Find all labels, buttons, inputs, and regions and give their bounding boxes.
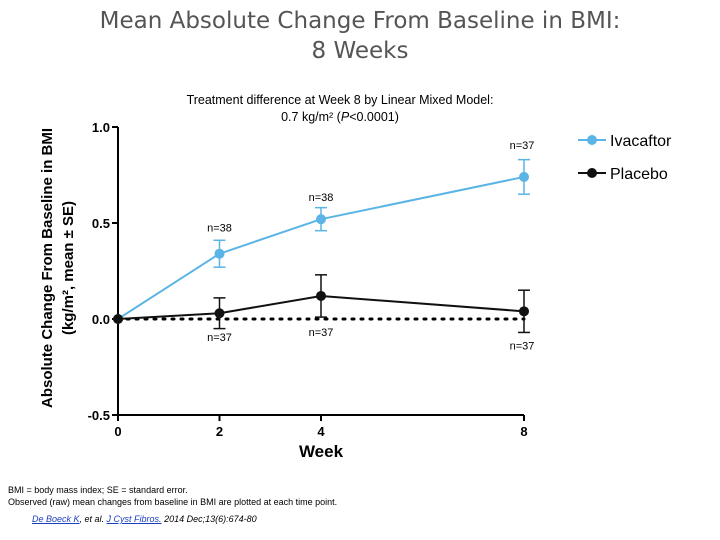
footnote: BMI = body mass index; SE = standard err… [8,484,337,508]
title-line-1: Mean Absolute Change From Baseline in BM… [99,8,621,34]
legend-ivacaftor-label: Ivacaftor [610,133,672,150]
y-axis-title-line-1: Absolute Change From Baseline in BMI [39,128,56,408]
x-tick-label: 2 [216,424,223,439]
placebo-series-line [117,294,525,320]
citation-details: 2014 Dec;13(6):674-80 [161,514,257,524]
footnote-line-1: BMI = body mass index; SE = standard err… [8,485,188,495]
y-tick-label: 0.0 [92,312,110,327]
ivacaftor-data-point [214,248,225,259]
citation-journal-link[interactable]: J Cyst Fibros. [106,514,162,524]
ivacaftor-data-point [519,171,529,182]
subtitle-line-2: 0.7 kg/m² (P<0.0001) [130,109,550,126]
placebo-n-label: n=37 [309,327,334,339]
placebo-data-point [214,308,225,319]
y-axis-title-line-2: (kg/m², mean ± SE) [60,201,77,335]
title-line-2: 8 Weeks [311,38,409,64]
chart-subtitle: Treatment difference at Week 8 by Linear… [130,92,550,126]
y-tick-label: -0.5 [88,408,110,423]
placebo-data-point [519,306,529,317]
x-tick-label: 4 [317,424,325,439]
subtitle-p-value: <0.0001) [349,110,399,124]
placebo-data-point [113,314,123,324]
placebo-data-point [316,290,326,301]
y-tick-label: 0.5 [92,216,110,231]
ivacaftor-series-line [117,175,525,320]
ivacaftor-n-label: n=38 [207,223,232,235]
x-axis-title: Week [299,442,344,461]
subtitle-line-1: Treatment difference at Week 8 by Linear… [186,93,494,107]
x-tick-label: 8 [520,424,527,439]
x-tick-label: 0 [114,424,121,439]
subtitle-effect-text: 0.7 kg/m² ( [281,110,341,124]
ivacaftor-n-label: n=37 [510,140,535,152]
citation: De Boeck K, et al. J Cyst Fibros. 2014 D… [32,514,257,524]
chart-title: Mean Absolute Change From Baseline in BM… [0,6,720,66]
footnote-line-2: Observed (raw) mean changes from baselin… [8,497,338,507]
subtitle-p-symbol: P [340,110,350,124]
legend-ivacaftor-marker [587,135,597,145]
y-tick-label: 1.0 [92,120,110,135]
citation-author-link[interactable]: De Boeck K [32,514,80,524]
legend-placebo-marker [587,168,597,178]
ivacaftor-data-point [316,214,326,225]
citation-text: , et al. [79,514,107,524]
placebo-n-label: n=37 [207,332,232,344]
ivacaftor-n-label: n=38 [309,192,334,204]
legend-placebo-label: Placebo [610,166,668,183]
placebo-n-label: n=37 [510,340,535,352]
